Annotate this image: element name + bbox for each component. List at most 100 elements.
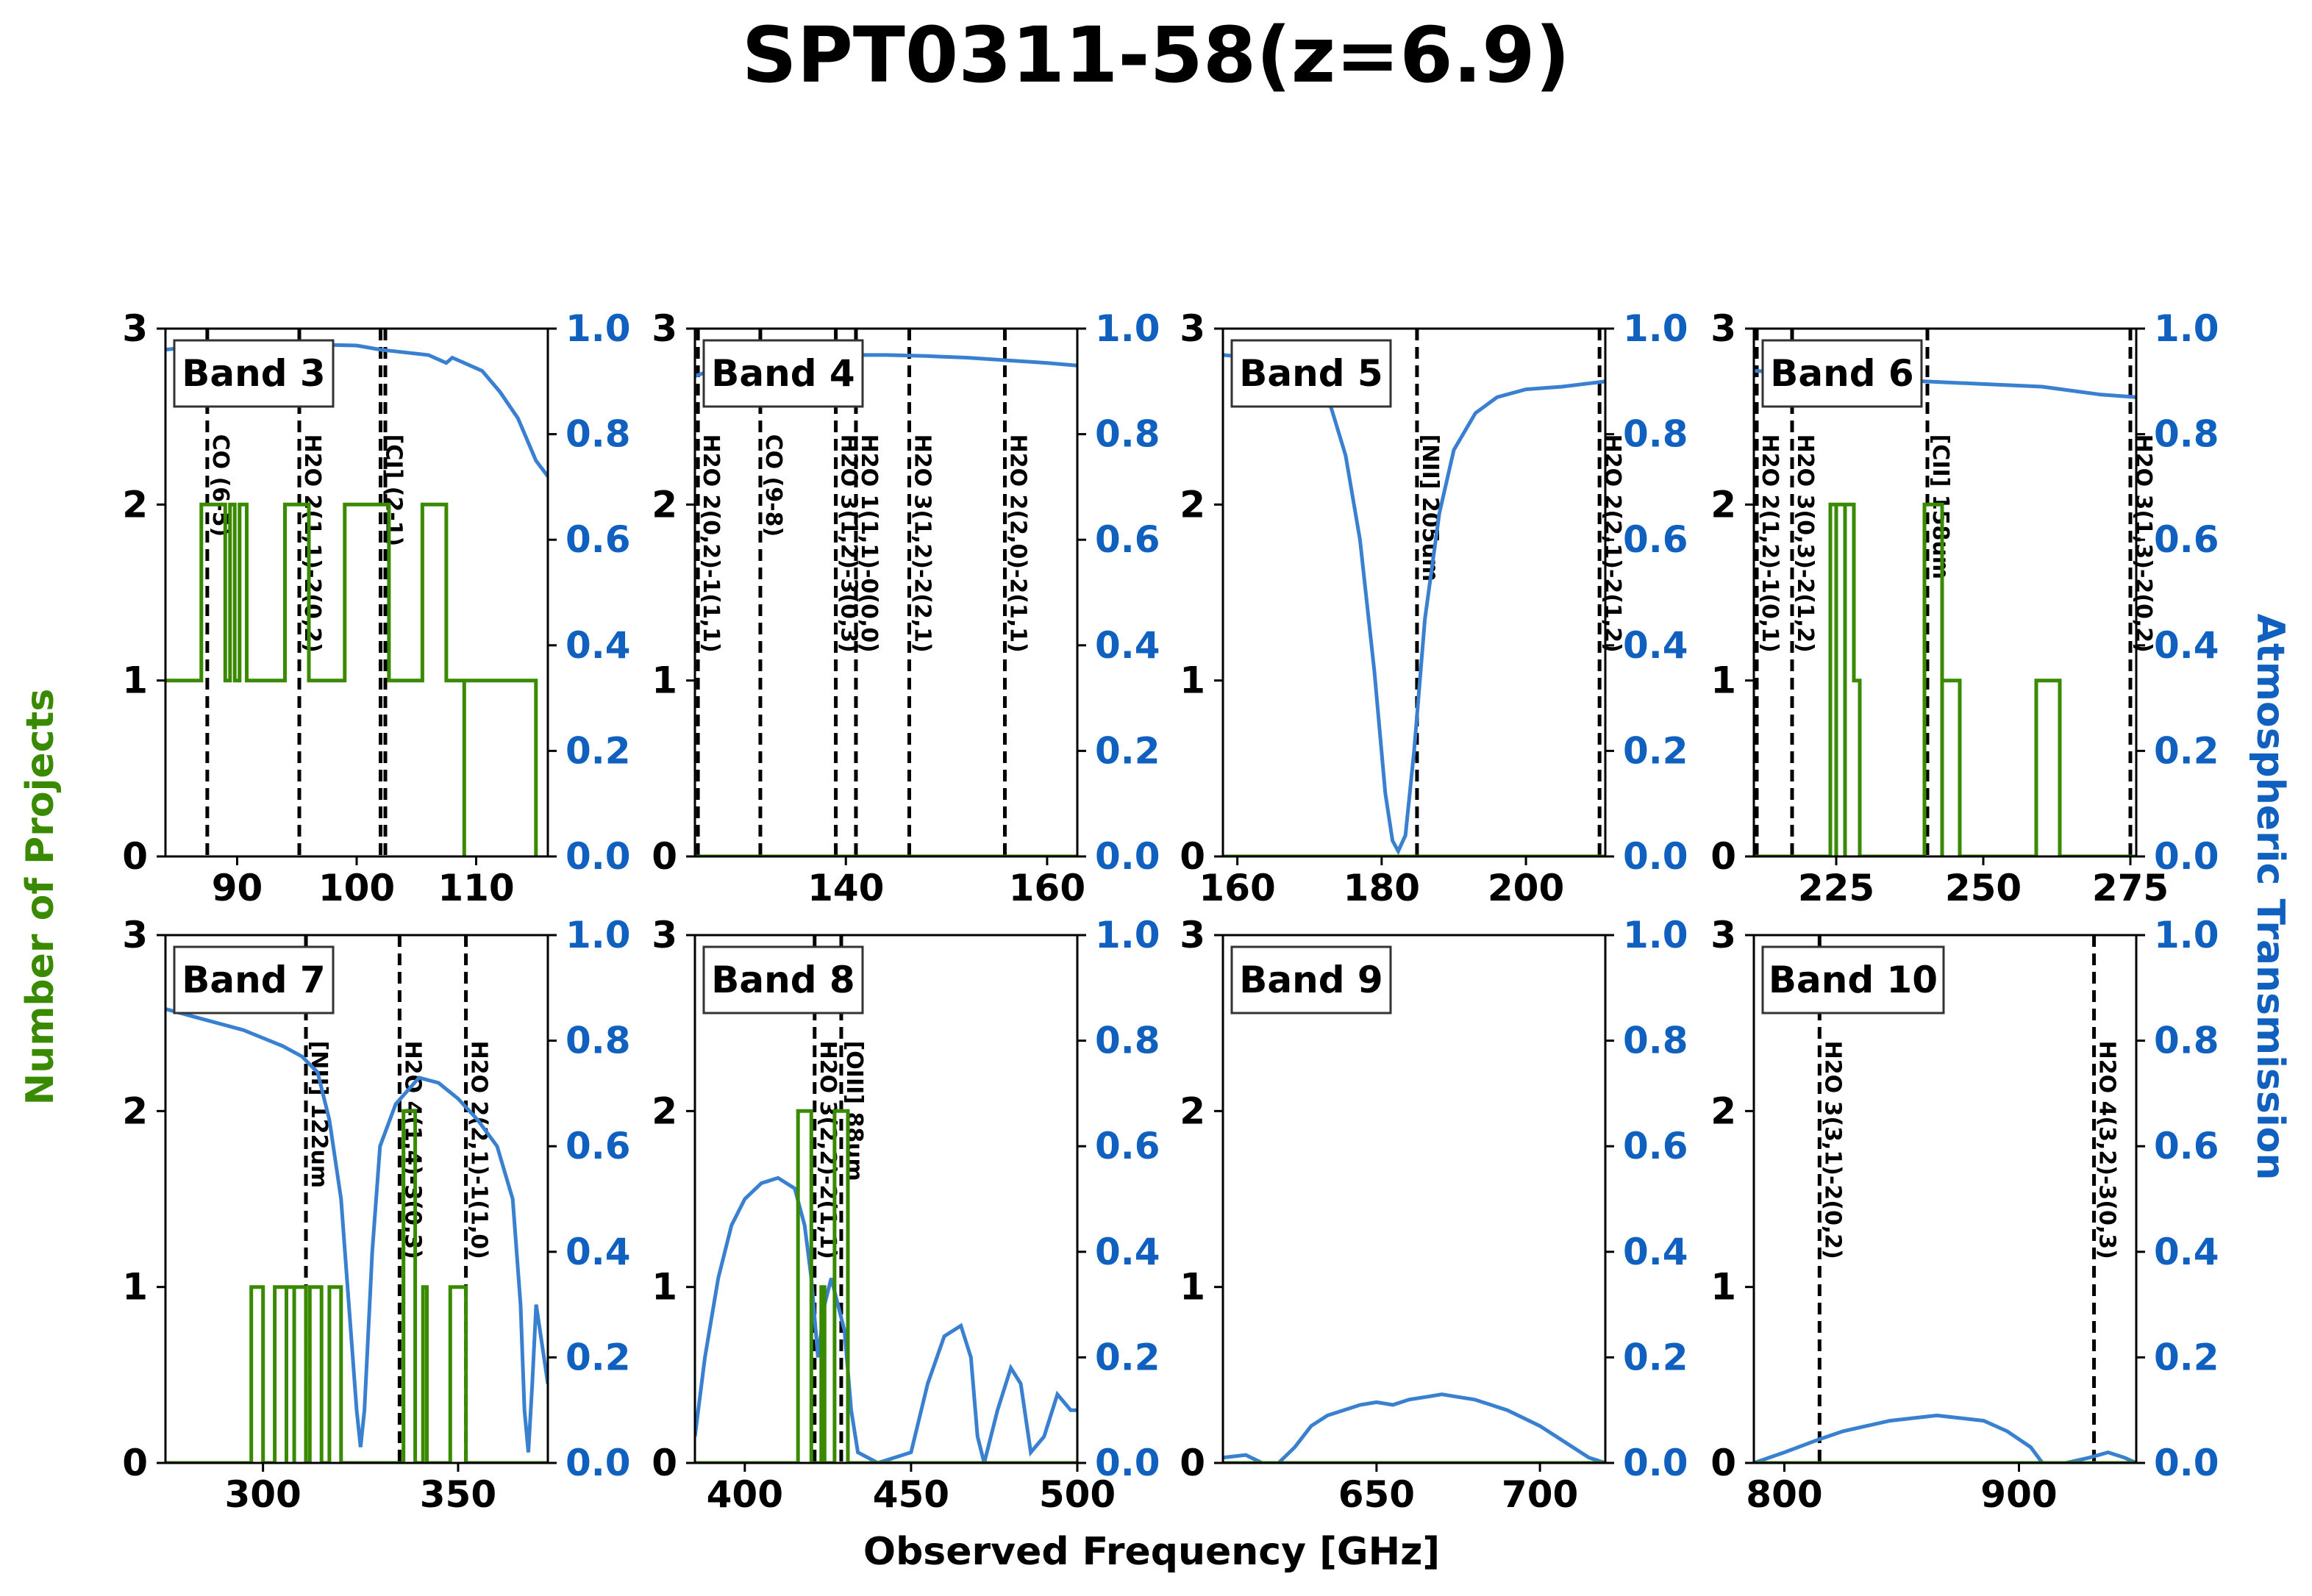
- line-label-7-0: H2O 3(3,1)-2(0,2): [1819, 1041, 1845, 1259]
- left-tick-label-4-1: 1: [122, 1266, 148, 1309]
- left-tick-label-2-0: 0: [1180, 835, 1205, 878]
- right-tick-label-1-2: 0.4: [1095, 624, 1160, 667]
- right-tick-label-3-0: 0.0: [2154, 835, 2219, 878]
- right-tick-label-5-2: 0.4: [1095, 1231, 1160, 1273]
- transmission-series-4: [165, 1007, 548, 1453]
- left-tick-label-4-2: 2: [122, 1089, 148, 1132]
- plot-frame-3: [1752, 327, 2138, 858]
- band-label-5: Band 8: [711, 959, 854, 1001]
- x-tick-label-2-2: 200: [1488, 867, 1564, 909]
- right-axis-label: Atmospheric Transmission: [2248, 614, 2292, 1181]
- right-tick-label-3-1: 0.2: [2154, 729, 2219, 772]
- right-tick-label-6-3: 0.6: [1623, 1125, 1688, 1167]
- line-label-0-1: H2O 2(1,1)-2(0,2): [299, 434, 325, 653]
- line-label-1-0: H2O 2(0,2)-1(1,1): [698, 434, 724, 653]
- right-tick-label-3-4: 0.8: [2154, 413, 2219, 456]
- left-tick-label-3-1: 1: [1710, 659, 1736, 702]
- x-tick-label-5-1: 450: [873, 1473, 949, 1516]
- left-tick-label-0-0: 0: [122, 835, 148, 878]
- right-tick-label-4-5: 1.0: [565, 914, 631, 956]
- right-tick-label-5-0: 0.0: [1095, 1442, 1160, 1484]
- left-tick-label-6-3: 3: [1180, 914, 1205, 956]
- left-tick-label-7-3: 3: [1710, 914, 1736, 956]
- right-tick-label-1-3: 0.6: [1095, 518, 1160, 561]
- left-tick-label-3-2: 2: [1710, 483, 1736, 526]
- chart-title: SPT0311-58(z=6.9): [741, 10, 1571, 100]
- band-label-box-5: [702, 945, 864, 1015]
- plot-frame-6: [1221, 934, 1607, 1464]
- right-tick-label-6-2: 0.4: [1623, 1231, 1688, 1273]
- x-tick-label-7-0: 800: [1746, 1473, 1822, 1516]
- right-tick-label-2-4: 0.8: [1623, 413, 1688, 456]
- right-tick-label-7-0: 0.0: [2154, 1442, 2219, 1484]
- band-label-1: Band 4: [711, 352, 854, 395]
- left-tick-label-0-1: 1: [122, 659, 148, 702]
- right-tick-label-7-5: 1.0: [2154, 914, 2219, 956]
- left-tick-label-7-2: 2: [1710, 1089, 1736, 1132]
- band-label-box-1: [702, 339, 864, 408]
- right-tick-label-0-0: 0.0: [565, 835, 631, 878]
- right-tick-label-5-3: 0.6: [1095, 1125, 1160, 1167]
- left-tick-label-1-2: 2: [652, 483, 677, 526]
- left-tick-label-2-3: 3: [1180, 307, 1205, 350]
- x-tick-label-3-0: 225: [1798, 867, 1874, 909]
- left-tick-label-0-2: 2: [122, 483, 148, 526]
- right-tick-label-2-0: 0.0: [1623, 835, 1688, 878]
- line-label-3-3: H2O 3(1,3)-2(0,2): [2130, 434, 2156, 653]
- transmission-series-6: [1223, 1392, 1605, 1463]
- projects-series-0: [165, 502, 538, 856]
- left-tick-label-5-2: 2: [652, 1089, 677, 1132]
- left-tick-label-1-0: 0: [652, 835, 677, 878]
- band-label-4: Band 7: [182, 959, 325, 1001]
- left-tick-label-2-1: 1: [1180, 659, 1205, 702]
- line-label-4-2: H2O 2(2,1)-1(1,0): [466, 1041, 492, 1259]
- x-tick-label-7-1: 900: [1980, 1473, 2057, 1516]
- right-tick-label-0-5: 1.0: [565, 307, 631, 350]
- line-label-1-2: H2O 3(1,2)-3(0,3): [836, 434, 862, 653]
- left-tick-label-3-3: 3: [1710, 307, 1736, 350]
- left-tick-label-7-0: 0: [1710, 1442, 1736, 1484]
- right-tick-label-7-3: 0.6: [2154, 1125, 2219, 1167]
- plot-frame-1: [693, 327, 1079, 858]
- right-tick-label-4-0: 0.0: [565, 1442, 631, 1484]
- band-label-7: Band 10: [1769, 959, 1938, 1001]
- left-tick-label-4-0: 0: [122, 1442, 148, 1484]
- band-label-0: Band 3: [182, 352, 325, 395]
- line-label-1-4: H2O 3(1,2)-2(2,1): [909, 434, 935, 653]
- x-tick-label-0-1: 100: [318, 867, 395, 909]
- plot-frame-4: [164, 934, 549, 1464]
- right-tick-label-3-2: 0.4: [2154, 624, 2219, 667]
- right-tick-label-0-4: 0.8: [565, 413, 631, 456]
- line-label-1-5: H2O 2(2,0)-2(1,1): [1005, 434, 1030, 653]
- x-tick-label-4-1: 350: [420, 1473, 496, 1516]
- right-tick-label-2-2: 0.4: [1623, 624, 1688, 667]
- line-label-1-1: CO (9-8): [760, 434, 786, 537]
- right-tick-label-4-1: 0.2: [565, 1336, 631, 1378]
- right-tick-label-0-2: 0.4: [565, 624, 631, 667]
- line-label-5-0: H2O 3(2,2)-2(1,1): [815, 1041, 841, 1259]
- x-tick-label-0-0: 90: [212, 867, 263, 909]
- line-label-7-1: H2O 4(3,2)-3(0,3): [2094, 1041, 2120, 1259]
- transmission-series-7: [1754, 1413, 2136, 1463]
- left-tick-label-2-2: 2: [1180, 483, 1205, 526]
- line-label-2-0: [NII] 205um: [1417, 434, 1443, 582]
- left-tick-label-6-0: 0: [1180, 1442, 1205, 1484]
- transmission-series-2: [1223, 353, 1605, 856]
- band-label-box-6: [1230, 945, 1392, 1015]
- right-tick-label-0-3: 0.6: [565, 518, 631, 561]
- left-tick-label-0-3: 3: [122, 307, 148, 350]
- right-tick-label-7-4: 0.8: [2154, 1020, 2219, 1062]
- right-tick-label-5-1: 0.2: [1095, 1336, 1160, 1378]
- projects-series-4: [165, 1109, 548, 1463]
- band-label-box-0: [173, 339, 335, 408]
- x-tick-label-2-1: 180: [1344, 867, 1420, 909]
- left-tick-label-3-0: 0: [1710, 835, 1736, 878]
- right-tick-label-1-4: 0.8: [1095, 413, 1160, 456]
- right-tick-label-6-1: 0.2: [1623, 1336, 1688, 1378]
- line-label-3-1: H2O 3(0,3)-2(1,2): [1792, 434, 1818, 653]
- line-label-0-2: [CI] (2-1): [381, 434, 407, 547]
- line-label-3-0: H2O 2(1,2)-1(0,1): [1757, 434, 1783, 653]
- plot-frame-7: [1752, 934, 2138, 1464]
- left-tick-label-6-2: 2: [1180, 1089, 1205, 1132]
